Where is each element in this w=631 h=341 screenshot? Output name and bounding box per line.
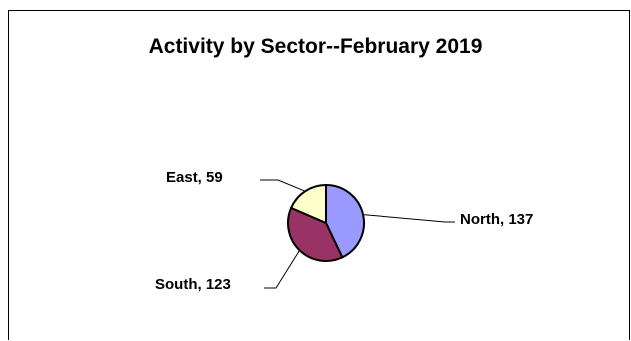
leader-line-north (363, 214, 455, 223)
chart-area (8, 10, 630, 340)
leader-line-south (264, 250, 301, 289)
data-label-north: North, 137 (460, 211, 533, 228)
pie-slices (287, 183, 365, 262)
chart-title: Activity by Sector--February 2019 (148, 35, 483, 58)
data-label-east: East, 59 (166, 169, 223, 186)
data-labels: North, 137 South, 123 East, 59 (155, 169, 533, 293)
leader-line-east (260, 179, 306, 192)
pie-slice-north (325, 183, 365, 259)
pie-slice-east (289, 183, 327, 225)
leader-lines (260, 179, 455, 289)
data-label-south: South, 123 (155, 276, 231, 293)
